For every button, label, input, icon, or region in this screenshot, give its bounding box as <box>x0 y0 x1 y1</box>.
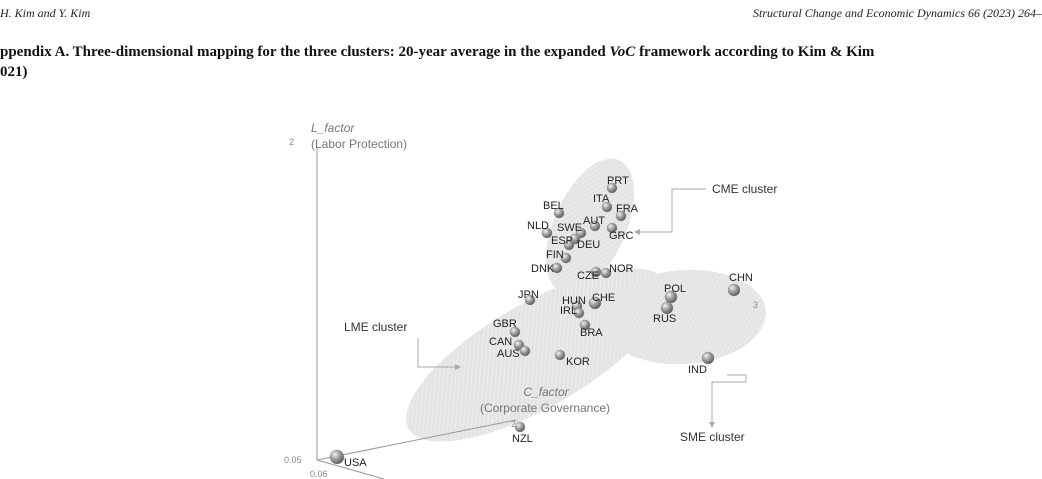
running-header-journal: Structural Change and Economic Dynamics … <box>753 6 1042 20</box>
country-labels: PRT ITA FRA BEL AUT NLD SWE GRC ESP DEU FIN DNK CZE N… <box>344 175 753 469</box>
label-swe: SWE <box>557 222 582 234</box>
appendix-heading-voc: VoC <box>609 44 636 60</box>
sme-callout-arrow <box>709 422 715 428</box>
label-chn: CHN <box>729 272 753 284</box>
marker-deu <box>569 233 581 245</box>
l-factor-tick-top: 2 <box>289 137 294 147</box>
label-kor: KOR <box>566 356 590 368</box>
lme-cluster-label: LME cluster <box>344 320 407 334</box>
label-cze: CZE <box>577 270 599 282</box>
label-aus: AUS <box>497 348 520 360</box>
marker-bra <box>579 319 591 331</box>
label-hun: HUN <box>562 295 586 307</box>
label-pol: POL <box>664 283 686 295</box>
marker-gbr <box>509 326 521 338</box>
c-factor-tick-origin: 0.06 <box>310 469 328 479</box>
l-factor-axis-name: L_factor <box>311 121 355 135</box>
sme-cluster-label: SME cluster <box>680 430 745 444</box>
marker-usa <box>329 449 345 465</box>
label-fra: FRA <box>616 203 639 215</box>
c-factor-axis-desc: (Corporate Governance) <box>480 401 610 415</box>
cme-callout-arrow <box>634 229 640 235</box>
cme-callout-line <box>638 188 706 233</box>
marker-dnk <box>551 262 563 274</box>
third-axis-tick: 3 <box>753 300 758 310</box>
c-factor-axis-line <box>316 419 517 461</box>
marker-grc <box>606 222 618 234</box>
label-irl: IRL <box>560 305 577 317</box>
marker-pol <box>664 290 678 304</box>
label-grc: GRC <box>609 230 634 242</box>
marker-fra <box>615 210 627 222</box>
marker-nor <box>600 267 612 279</box>
lme-cluster-ellipse <box>406 268 668 442</box>
c-factor-axis-name: C_factor <box>523 385 569 399</box>
marker-kor <box>554 349 566 361</box>
running-header-authors: H. Kim and Y. Kim <box>0 6 91 20</box>
label-ind: IND <box>688 364 707 376</box>
label-aut: AUT <box>583 215 605 227</box>
marker-bel <box>553 207 565 219</box>
c-factor-tick-mid: 2 <box>511 419 516 429</box>
l-factor-tick-origin: 0.05 <box>284 455 302 465</box>
marker-nld <box>541 227 553 239</box>
cme-cluster-label: CME cluster <box>712 182 777 196</box>
label-jpn: JPN <box>518 289 539 301</box>
label-esp: ESP <box>551 235 573 247</box>
callouts <box>417 188 747 424</box>
label-fin: FIN <box>546 249 564 261</box>
marker-fin <box>560 252 572 264</box>
label-usa: USA <box>344 457 367 469</box>
lme-callout-arrow <box>455 364 461 370</box>
label-ita: ITA <box>593 193 610 205</box>
sme-callout-line <box>711 374 747 424</box>
l-factor-axis-desc: (Labor Protection) <box>311 137 407 151</box>
label-nor: NOR <box>609 263 634 275</box>
marker-chn <box>727 283 741 297</box>
marker-ind <box>701 351 715 365</box>
marker-ita <box>601 201 613 213</box>
label-deu: DEU <box>577 239 600 251</box>
marker-jpn <box>524 294 536 306</box>
marker-rus <box>660 301 674 315</box>
label-nzl: NZL <box>512 433 533 445</box>
marker-aus <box>519 345 531 357</box>
marker-irl <box>573 307 585 319</box>
label-prt: PRT <box>607 175 629 187</box>
country-markers <box>329 182 741 465</box>
appendix-heading-line1: ppendix A. Three-dimensional mapping for… <box>0 42 1042 62</box>
marker-nzl <box>514 421 526 433</box>
callout-arrowheads <box>455 229 715 428</box>
label-dnk: DNK <box>531 263 555 275</box>
lme-callout-line <box>417 338 457 368</box>
appendix-heading-part1: ppendix A. Three-dimensional mapping for… <box>0 44 610 60</box>
label-can: CAN <box>489 336 512 348</box>
marker-che <box>588 296 602 310</box>
label-bra: BRA <box>580 327 603 339</box>
sme-cluster-ellipse <box>602 269 766 365</box>
label-nld: NLD <box>527 220 549 232</box>
third-axis-line <box>316 459 385 479</box>
appendix-heading-line2: 021) <box>0 64 28 80</box>
appendix-heading: ppendix A. Three-dimensional mapping for… <box>0 42 1042 82</box>
marker-aut <box>589 220 601 232</box>
label-rus: RUS <box>653 313 676 325</box>
axes <box>316 148 517 479</box>
label-bel: BEL <box>543 200 564 212</box>
label-gbr: GBR <box>493 318 517 330</box>
label-che: CHE <box>592 292 615 304</box>
marker-prt <box>606 182 618 194</box>
appendix-heading-part2: framework according to Kim & Kim <box>635 44 875 60</box>
